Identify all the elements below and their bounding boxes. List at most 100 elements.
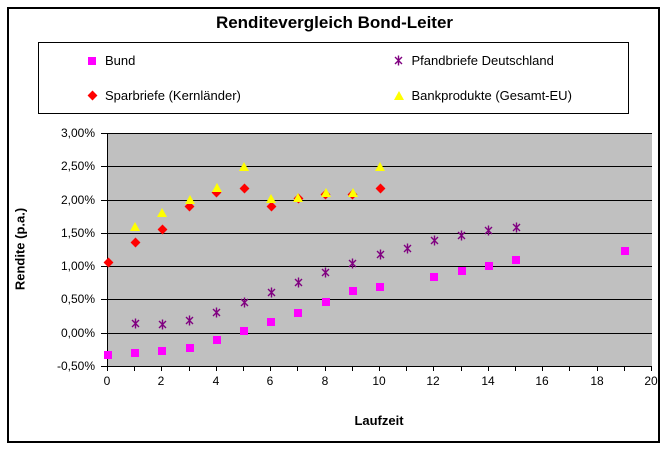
data-point [267, 318, 275, 326]
y-axis-tick [101, 233, 107, 234]
x-axis-tick [433, 367, 434, 371]
triangle-marker-icon [266, 194, 276, 203]
data-point [130, 237, 141, 248]
data-point [430, 273, 438, 281]
data-point [131, 349, 139, 357]
diamond-marker-icon [130, 237, 141, 248]
x-axis-tick [243, 367, 244, 371]
data-point [104, 351, 112, 359]
data-point [376, 283, 384, 291]
x-axis-tick [624, 367, 625, 371]
square-marker-icon [213, 336, 221, 344]
data-point [456, 228, 467, 246]
xstar-marker-icon [240, 297, 249, 308]
square-marker-icon [294, 309, 302, 317]
y-tick-label: 3,00% [60, 126, 95, 140]
gridline [108, 266, 652, 267]
data-point [321, 188, 331, 197]
data-point [348, 188, 358, 197]
y-axis-title: Rendite (p.a.) [12, 207, 28, 291]
data-point [157, 208, 167, 217]
data-point [320, 265, 331, 283]
x-axis-tick [542, 367, 543, 371]
data-point [130, 316, 141, 334]
xstar-marker-icon [212, 307, 221, 318]
xstar-marker-icon [430, 235, 439, 246]
square-marker-icon [131, 349, 139, 357]
square-marker-icon [158, 347, 166, 355]
gridline [108, 233, 652, 234]
data-point [483, 223, 494, 241]
data-point [402, 241, 413, 259]
diamond-marker-icon [87, 90, 97, 101]
data-point [212, 183, 222, 192]
x-axis-tick [352, 367, 353, 371]
data-point [458, 267, 466, 275]
x-axis-tick [597, 367, 598, 371]
x-axis-tick [270, 367, 271, 371]
x-axis-tick [297, 367, 298, 371]
data-point [186, 344, 194, 352]
y-tick-label: -0,50% [56, 359, 95, 373]
xstar-marker-icon [457, 230, 466, 241]
x-axis-tick [488, 367, 489, 371]
legend-item-pfandbriefe: Pfandbriefe Deutschland [334, 43, 629, 78]
data-point [322, 298, 330, 306]
triangle-marker-icon [375, 162, 385, 171]
x-axis-tick [189, 367, 190, 371]
y-axis-tick [101, 299, 107, 300]
data-point [211, 305, 222, 323]
diamond-marker-icon [375, 183, 386, 194]
xstar-marker-icon [392, 55, 406, 66]
data-point [184, 313, 195, 331]
data-point [375, 247, 386, 265]
triangle-marker-icon [393, 91, 404, 100]
square-marker-icon [430, 273, 438, 281]
triangle-marker-icon [239, 162, 249, 171]
x-tick-label: 18 [590, 374, 604, 388]
data-point [266, 194, 276, 203]
square-marker-icon [85, 56, 99, 65]
plot-area [103, 133, 652, 367]
square-marker-icon [186, 344, 194, 352]
legend-label: Bankprodukte (Gesamt-EU) [411, 88, 572, 103]
x-axis-tick [461, 367, 462, 371]
square-marker-icon [512, 256, 520, 264]
data-point [349, 287, 357, 295]
x-tick-label: 6 [266, 374, 274, 388]
xstar-marker-icon [294, 277, 303, 288]
legend: Bund Pfandbriefe Deutschland Sparbriefe … [38, 42, 629, 114]
triangle-marker-icon [321, 188, 331, 197]
triangle-marker-icon [293, 193, 303, 202]
square-marker-icon [621, 247, 629, 255]
y-axis-tick [101, 133, 107, 134]
data-point [485, 262, 493, 270]
x-tick-label: 0 [103, 374, 111, 388]
data-point [621, 247, 629, 255]
x-axis-tick [379, 367, 380, 371]
square-marker-icon [485, 262, 493, 270]
x-axis-tick [515, 367, 516, 371]
legend-item-bankprodukte: Bankprodukte (Gesamt-EU) [334, 78, 629, 113]
xstar-marker-icon [185, 315, 194, 326]
x-tick-label: 4 [212, 374, 220, 388]
x-axis-tick [569, 367, 570, 371]
data-point [239, 162, 249, 171]
triangle-marker-icon [212, 183, 222, 192]
x-axis-tick [161, 367, 162, 371]
data-point [239, 183, 250, 194]
triangle-marker-icon [130, 222, 140, 231]
square-marker-icon [88, 56, 96, 65]
chart-title: Renditevergleich Bond-Leiter [215, 13, 454, 32]
xstar-marker-icon [267, 287, 276, 298]
square-marker-icon [240, 327, 248, 335]
x-axis-tick [107, 367, 108, 371]
triangle-marker-icon [392, 91, 406, 100]
data-point [429, 233, 440, 251]
y-tick-label: 1,00% [60, 259, 95, 273]
legend-label: Pfandbriefe Deutschland [411, 53, 554, 68]
data-point [375, 183, 386, 194]
y-tick-label: 0,50% [60, 292, 95, 306]
xstar-marker-icon [158, 319, 167, 330]
gridline [108, 133, 652, 134]
